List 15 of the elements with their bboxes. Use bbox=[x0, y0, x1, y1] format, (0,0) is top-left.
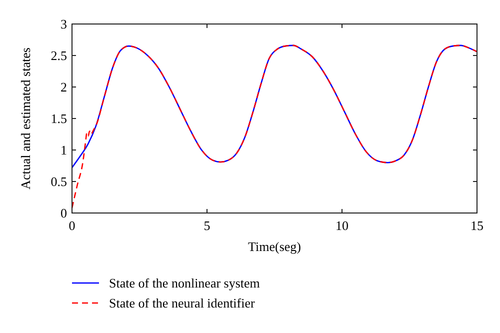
y-tick-label: 0.5 bbox=[50, 174, 67, 189]
y-tick-label: 3 bbox=[60, 16, 67, 32]
legend-label: State of the neural identifier bbox=[109, 296, 256, 310]
y-tick-label: 0 bbox=[60, 206, 67, 220]
x-axis-title: Time(seg) bbox=[248, 239, 301, 254]
y-tick-label: 2 bbox=[60, 80, 67, 94]
x-tick-label: 15 bbox=[470, 218, 484, 233]
y-axis-title: Actual and estimated states bbox=[18, 48, 33, 190]
line-series bbox=[71, 44, 478, 209]
y-tick-label: 2.5 bbox=[50, 48, 67, 63]
x-tick-label: 5 bbox=[204, 218, 210, 233]
legend-label: State of the nonlinear system bbox=[109, 276, 260, 290]
y-tick-label: 1.5 bbox=[50, 111, 67, 126]
y-tick-label: 1 bbox=[60, 142, 67, 158]
x-tick-label: 10 bbox=[336, 218, 348, 233]
